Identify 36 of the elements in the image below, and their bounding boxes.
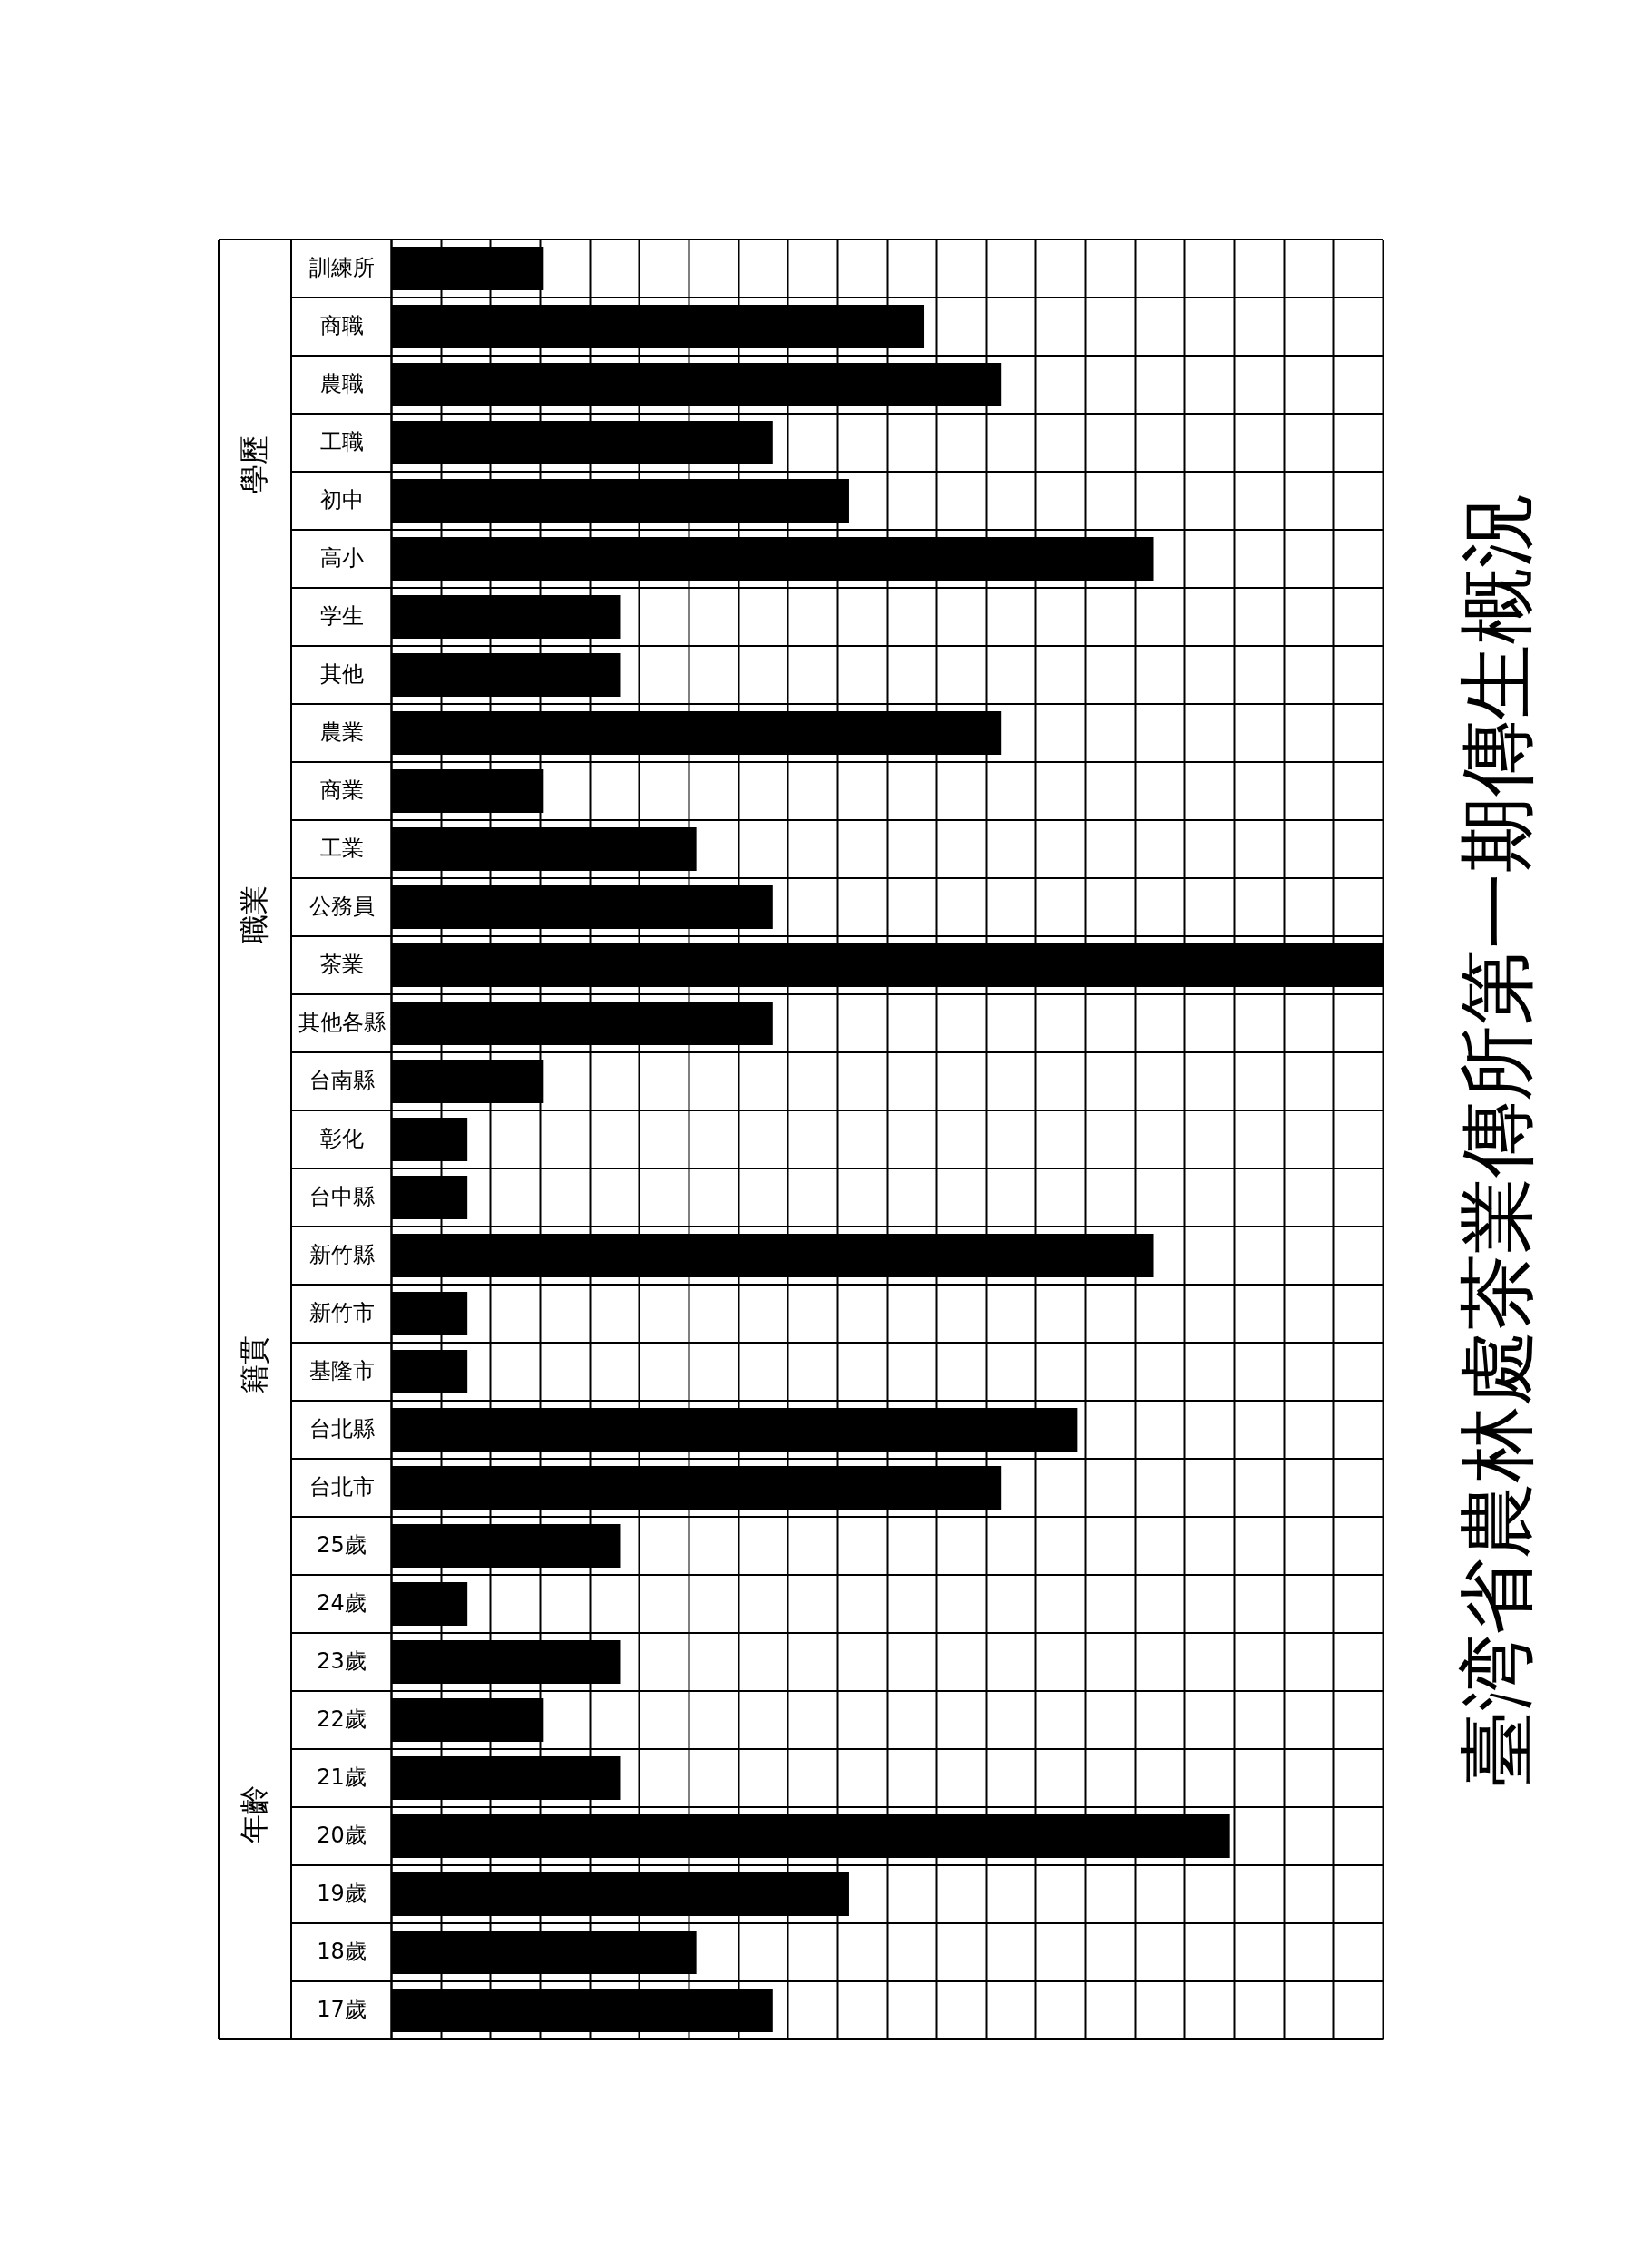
y-tick-label: 基隆市 — [308, 1358, 375, 1383]
y-tick-label: 工業 — [319, 836, 364, 861]
y-tick-label: 農業 — [319, 719, 364, 745]
y-tick-label: 22歲 — [317, 1706, 367, 1732]
y-tick-label: 25歲 — [317, 1532, 367, 1558]
y-tick-label: 農職 — [319, 371, 364, 396]
y-tick-label: 19歲 — [317, 1881, 367, 1906]
text: 籍貫 — [237, 1335, 271, 1393]
y-tick-label: 18歲 — [317, 1939, 367, 1964]
y-tick-label: 台中縣 — [308, 1184, 375, 1209]
y-tick-label: 高小 — [319, 545, 364, 571]
text: 學歷 — [237, 435, 271, 494]
text: 臺湾省農林處茶業傳所第一期傳生概況 — [1452, 492, 1541, 1787]
y-tick-label: 彰化 — [319, 1126, 364, 1151]
y-tick-label: 訓練所 — [308, 255, 375, 280]
y-tick-label: 其他 — [319, 661, 364, 687]
text: 職業 — [237, 885, 271, 943]
y-tick-label: 工職 — [319, 429, 364, 455]
y-tick-label: 商業 — [319, 777, 364, 803]
y-tick-label: 公務員 — [308, 894, 375, 919]
y-tick-label: 学生 — [319, 603, 364, 629]
y-tick-label: 新竹縣 — [308, 1242, 375, 1267]
y-tick-label: 23歲 — [317, 1648, 367, 1674]
y-tick-label: 17歲 — [317, 1997, 367, 2022]
y-tick-label: 台北縣 — [308, 1416, 375, 1442]
y-tick-label: 初中 — [319, 487, 364, 513]
y-tick-label: 商職 — [319, 313, 364, 338]
y-tick-label: 其他各縣 — [298, 1010, 386, 1035]
y-tick-label: 20歲 — [317, 1823, 367, 1848]
y-tick-label: 茶業 — [319, 952, 364, 977]
y-tick-label: 台南縣 — [308, 1068, 375, 1093]
y-tick-label: 台北市 — [308, 1474, 375, 1500]
text: 年齡 — [237, 1785, 271, 1843]
y-tick-label: 24歲 — [317, 1590, 367, 1616]
y-tick-label: 新竹市 — [308, 1300, 375, 1325]
y-tick-label: 21歲 — [317, 1765, 367, 1790]
